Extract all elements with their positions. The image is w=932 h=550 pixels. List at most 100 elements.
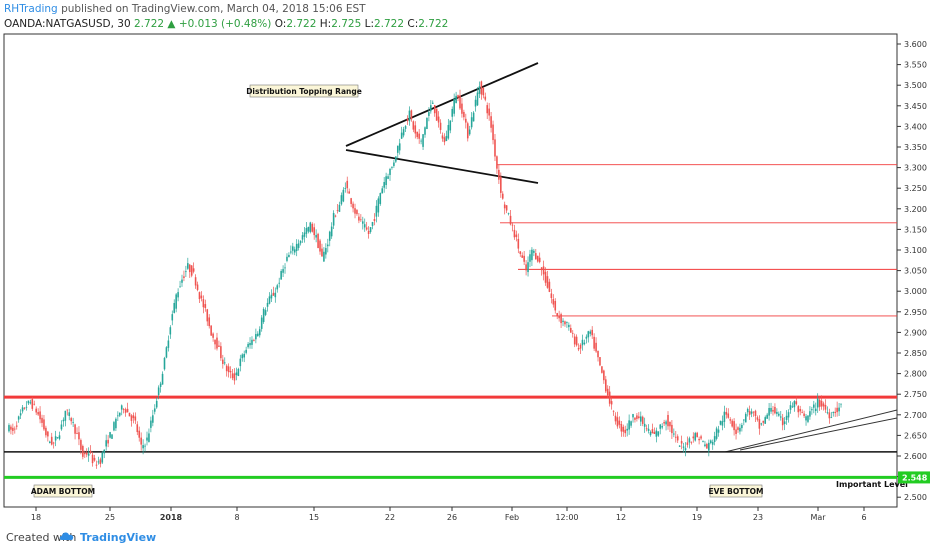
- candle-body: [676, 436, 679, 441]
- tradingview-brand[interactable]: TradingView: [80, 531, 157, 544]
- candle-body: [457, 95, 459, 98]
- candle-body: [358, 216, 360, 221]
- candle-body: [521, 255, 524, 258]
- candle-body: [404, 126, 407, 129]
- candle-body: [527, 262, 529, 273]
- candle-body: [262, 308, 265, 322]
- candle-body: [255, 334, 257, 340]
- author-name[interactable]: RHTrading: [4, 3, 58, 15]
- candle-body: [257, 333, 259, 337]
- candle-body: [173, 303, 176, 313]
- candle-body: [239, 358, 242, 367]
- candle-body: [754, 410, 757, 417]
- candle-body: [235, 372, 238, 376]
- candle-body: [533, 250, 535, 253]
- candle-body: [402, 129, 405, 136]
- open-label: O:: [274, 18, 287, 30]
- candle-body: [153, 408, 156, 412]
- candle-body: [781, 417, 784, 426]
- candle-body: [270, 294, 273, 299]
- candle-body: [589, 331, 592, 334]
- eve-bottom-label: EVE BOTTOM: [709, 487, 764, 496]
- candle-body: [307, 226, 310, 232]
- candle-body: [813, 404, 815, 408]
- candle-body: [206, 309, 209, 322]
- candle-body: [731, 420, 733, 427]
- last-price: 2.722: [134, 18, 165, 30]
- candle-body: [142, 445, 144, 449]
- candle-body: [566, 322, 568, 323]
- candle-body: [369, 227, 372, 232]
- candle-body: [229, 370, 232, 373]
- candle-body: [89, 450, 92, 453]
- candle-body: [85, 452, 88, 455]
- candle-body: [480, 81, 483, 95]
- candle-body: [395, 156, 397, 162]
- candle-body: [292, 246, 294, 251]
- y-tick-label: 3.300: [904, 164, 927, 173]
- rising-trendline-1[interactable]: [724, 409, 898, 453]
- candle-body: [498, 169, 500, 180]
- candle-body: [19, 413, 22, 416]
- candle-body: [834, 411, 836, 414]
- price-chart[interactable]: 3.600 3.550 3.500 3.450 3.400 3.350 3.300 3.250…: [0, 0, 932, 526]
- candle-body: [641, 416, 644, 424]
- candle-body: [531, 249, 533, 261]
- candle-body: [774, 406, 776, 414]
- candle-body: [723, 411, 726, 422]
- candle-body: [414, 125, 417, 134]
- candle-body: [326, 244, 329, 247]
- x-tick-label: 2018: [160, 513, 183, 522]
- candle-body: [124, 409, 127, 413]
- triangle-lower-trendline[interactable]: [345, 149, 539, 184]
- candle-body: [338, 204, 341, 212]
- candle-body: [212, 333, 214, 338]
- x-tick-label: Feb: [505, 513, 519, 522]
- candle-body: [91, 454, 94, 464]
- candle-body: [117, 415, 119, 417]
- candle-body: [299, 240, 302, 244]
- symbol-name[interactable]: OANDA:NATGASUSD, 30: [4, 18, 131, 30]
- created-with-text: Created with: [6, 531, 77, 544]
- candle-body: [389, 168, 391, 175]
- rising-trendline-2[interactable]: [739, 417, 898, 451]
- candle-body: [509, 215, 512, 225]
- candle-body: [466, 123, 469, 139]
- candle-body: [430, 105, 432, 112]
- candle-body: [424, 127, 426, 135]
- candle-body: [360, 219, 362, 221]
- candle-body: [62, 419, 65, 422]
- candle-body: [130, 415, 133, 421]
- candle-body: [315, 234, 317, 238]
- candle-body: [709, 440, 712, 443]
- candle-body: [515, 234, 518, 238]
- candle-body: [719, 420, 722, 425]
- x-tick-label: 15: [309, 513, 319, 522]
- candle-body: [628, 420, 630, 430]
- triangle-upper-trendline[interactable]: [345, 62, 539, 147]
- candle-body: [325, 248, 327, 255]
- candle-body: [439, 122, 442, 130]
- y-tick-label: 2.750: [904, 390, 927, 399]
- candle-body: [610, 401, 613, 405]
- candle-body: [564, 321, 566, 325]
- candle-body: [74, 424, 76, 434]
- candle-body: [750, 411, 753, 414]
- candle-body: [507, 213, 510, 215]
- candle-body: [729, 419, 732, 421]
- candle-body: [422, 134, 424, 147]
- distribution-label: Distribution Topping Range: [246, 87, 362, 96]
- candle-body: [682, 446, 685, 448]
- candle-body: [204, 304, 207, 308]
- candle-body: [488, 108, 490, 116]
- low-label: L:: [364, 18, 374, 30]
- y-tick-label: 2.900: [904, 328, 927, 337]
- candle-body: [601, 366, 603, 373]
- candle-body: [95, 464, 98, 466]
- candle-body: [80, 440, 82, 450]
- candle-body: [501, 193, 504, 199]
- price-change: +0.013 (+0.48%): [178, 18, 272, 30]
- candle-body: [585, 336, 588, 339]
- candle-body: [799, 408, 802, 412]
- candle-body: [461, 103, 463, 114]
